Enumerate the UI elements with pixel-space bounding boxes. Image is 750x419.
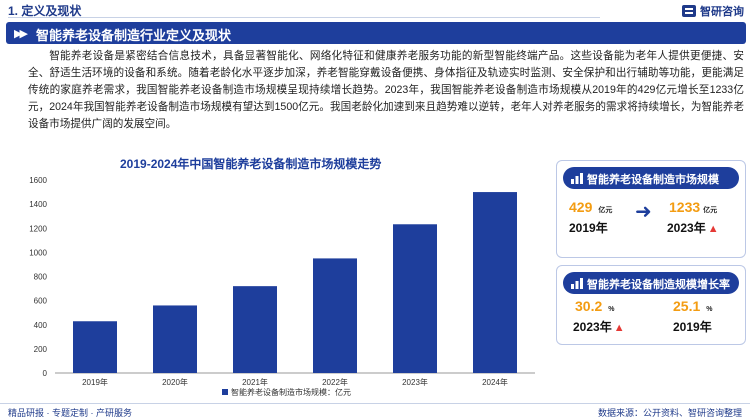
arrow-right-icon: ➜ xyxy=(635,201,652,223)
y-tick-label: 0 xyxy=(43,369,48,378)
x-tick-label: 2024年 xyxy=(482,377,508,387)
chart-title: 2019-2024年中国智能养老设备制造市场规模走势 xyxy=(120,157,382,171)
growth-left-year: 2023年 xyxy=(573,320,612,334)
x-tick-label: 2021年 xyxy=(242,377,268,387)
up-arrow-icon: ▲ xyxy=(707,223,719,235)
y-tick-label: 1200 xyxy=(29,224,47,233)
bar xyxy=(73,321,117,373)
section-title: 1. 定义及现状 xyxy=(8,4,82,18)
growth-card-title: 智能养老设备制造规模增长率 xyxy=(587,279,730,291)
growth-left-value-group: 30.2% xyxy=(575,298,614,316)
x-tick-label: 2020年 xyxy=(162,377,188,387)
scale-right-value-group: 1233 亿元 xyxy=(669,199,717,217)
growth-left-year-group: 2023年 ▲ xyxy=(573,318,625,335)
y-tick-label: 1600 xyxy=(29,176,47,185)
up-arrow-icon: ▲ xyxy=(613,322,625,334)
scale-left-value: 429 xyxy=(569,199,593,215)
y-tick-label: 800 xyxy=(34,273,48,282)
growth-right-year: 2019年 xyxy=(673,320,712,334)
scale-right-unit: 亿元 xyxy=(703,207,718,214)
y-tick-label: 600 xyxy=(34,297,48,306)
bar xyxy=(313,258,357,373)
growth-right-unit: % xyxy=(706,306,713,313)
scale-left-year: 2019年 xyxy=(569,221,608,235)
growth-left-unit: % xyxy=(608,306,615,313)
bar xyxy=(233,286,277,373)
growth-right-value-group: 25.1% xyxy=(673,298,712,316)
x-tick-label: 2022年 xyxy=(322,377,348,387)
intro-paragraph: 智能养老设备是紧密结合信息技术，具备显著智能化、网络化特征和健康养老服务功能的新… xyxy=(28,50,744,130)
scale-right-year-group: 2023年 ▲ xyxy=(667,219,719,236)
growth-right-value: 25.1 xyxy=(673,298,701,314)
scale-right-year: 2023年 xyxy=(667,221,706,235)
y-tick-label: 400 xyxy=(34,321,48,330)
page-footer: 精品研报 · 专题定制 · 产研服务 数据来源：公开资料、智研咨询整理 xyxy=(0,403,750,419)
scale-card-header: 智能养老设备制造市场规模 xyxy=(563,167,739,189)
x-tick-label: 2023年 xyxy=(402,377,428,387)
bar xyxy=(153,305,197,373)
legend-swatch xyxy=(222,389,228,395)
logo-text: 智研咨询 xyxy=(700,6,744,18)
page-banner: ▶▶ 智能养老设备制造行业定义及现状 xyxy=(6,22,746,44)
scale-left-unit: 亿元 xyxy=(598,207,613,214)
logo-icon xyxy=(682,5,696,17)
x-tick-label: 2019年 xyxy=(82,377,108,387)
scale-card: 智能养老设备制造市场规模 429 亿元 2019年 ➜ 1233 亿元 2023年 ▲ xyxy=(556,160,746,258)
section-divider xyxy=(8,17,600,18)
y-tick-label: 1000 xyxy=(29,248,47,257)
banner-title: 智能养老设备制造行业定义及现状 xyxy=(36,28,232,43)
bar-chart-icon xyxy=(571,173,583,184)
scale-card-title: 智能养老设备制造市场规模 xyxy=(587,174,719,186)
bar xyxy=(473,192,517,373)
legend-label: 智能养老设备制造市场规模：亿元 xyxy=(231,387,351,397)
footer-tagline: 精品研报 · 专题定制 · 产研服务 xyxy=(8,408,132,418)
growth-card-header: 智能养老设备制造规模增长率 xyxy=(563,272,739,294)
top-bar: 1. 定义及现状 智研咨询 xyxy=(0,0,750,20)
brand-logo: 智研咨询 xyxy=(682,3,744,19)
chevrons-icon: ▶▶ xyxy=(14,28,28,40)
footer-source: 数据来源：公开资料、智研咨询整理 xyxy=(597,408,742,418)
y-tick-label: 200 xyxy=(34,345,48,354)
growth-left-value: 30.2 xyxy=(575,298,603,314)
scale-right-value: 1233 xyxy=(669,199,701,215)
y-tick-label: 1400 xyxy=(29,200,47,209)
growth-card: 智能养老设备制造规模增长率 30.2% 2023年 ▲ 25.1% 2019年 xyxy=(556,265,746,345)
bar xyxy=(393,224,437,373)
scale-left-value-group: 429 亿元 xyxy=(569,199,612,217)
growth-chart-icon xyxy=(571,278,583,289)
bar-chart: 0 200 400 600 800 1000 1200 1400 1600 2019年 2020年 2… xyxy=(29,176,535,397)
